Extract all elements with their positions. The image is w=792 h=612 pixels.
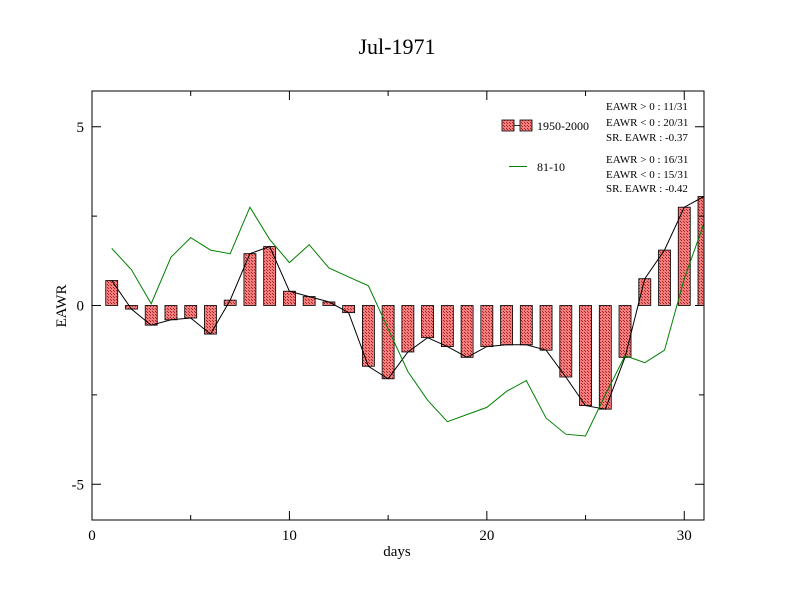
bar-day-19 [460,305,474,358]
x-tick-label: 0 [88,528,96,544]
bar-day-13 [342,305,356,314]
bar-day-17 [421,305,435,339]
legend-label-1950-2000: 1950-2000 [537,119,589,133]
x-tick-label: 10 [282,528,297,544]
bar-day-6 [204,305,217,335]
legend: 1950-2000 81-10 [501,119,589,174]
y-tick-label: 0 [77,299,85,315]
stat-2-negative: EAWR < 0 : 15/31 [606,169,688,181]
bar-day-29 [658,249,671,306]
stat-2-sr: SR. EAWR : -0.42 [606,183,688,195]
bar-day-8 [243,253,257,306]
y-axis-label: EAWR [54,285,70,328]
bar-day-26 [598,305,612,410]
series-line-81-10 [111,206,705,437]
y-axis: -5 0 5 [72,120,704,493]
bar-day-27 [618,305,632,358]
bar-day-20 [480,305,494,348]
bar-day-21 [500,305,513,346]
bar-day-24 [559,305,573,378]
bar-day-23 [539,305,553,351]
bar-day-18 [440,305,454,348]
bar-day-30 [677,206,691,306]
y-tick-label: -5 [72,477,85,493]
legend-entry-81-10: 81-10 [509,160,565,174]
bar-day-16 [401,305,415,353]
legend-entry-1950-2000: 1950-2000 [501,119,589,133]
series-line-1950-2000 [111,196,705,410]
bar-day-14 [361,305,375,367]
x-tick-label: 20 [479,528,494,544]
stats-block: EAWR > 0 : 11/31 EAWR < 0 : 20/31 SR. EA… [606,101,688,195]
bar-day-22 [519,305,533,346]
x-axis: 0 10 20 30 [88,91,692,544]
bars-layer [105,196,705,410]
bar-day-1 [105,280,119,306]
x-axis-label: days [383,544,411,560]
bar-day-10 [283,290,296,306]
bar-day-25 [579,305,592,406]
y-tick-label: 5 [77,120,85,136]
legend-label-81-10: 81-10 [537,160,565,174]
legend-swatch-bar-right [519,119,533,132]
chart-title: Jul-1971 [359,34,436,59]
bar-day-31 [697,196,705,306]
bar-day-4 [164,305,178,321]
stat-1-sr: SR. EAWR : -0.37 [606,132,688,144]
bar-day-28 [638,278,652,306]
x-tick-label: 30 [677,528,692,544]
bar-day-15 [381,305,395,380]
stat-1-negative: EAWR < 0 : 20/31 [606,117,688,129]
legend-swatch-bar-left [501,119,515,132]
stat-2-positive: EAWR > 0 : 16/31 [606,154,688,166]
bar-day-5 [184,305,198,319]
lines-layer [111,196,705,437]
stat-1-positive: EAWR > 0 : 11/31 [606,101,688,113]
